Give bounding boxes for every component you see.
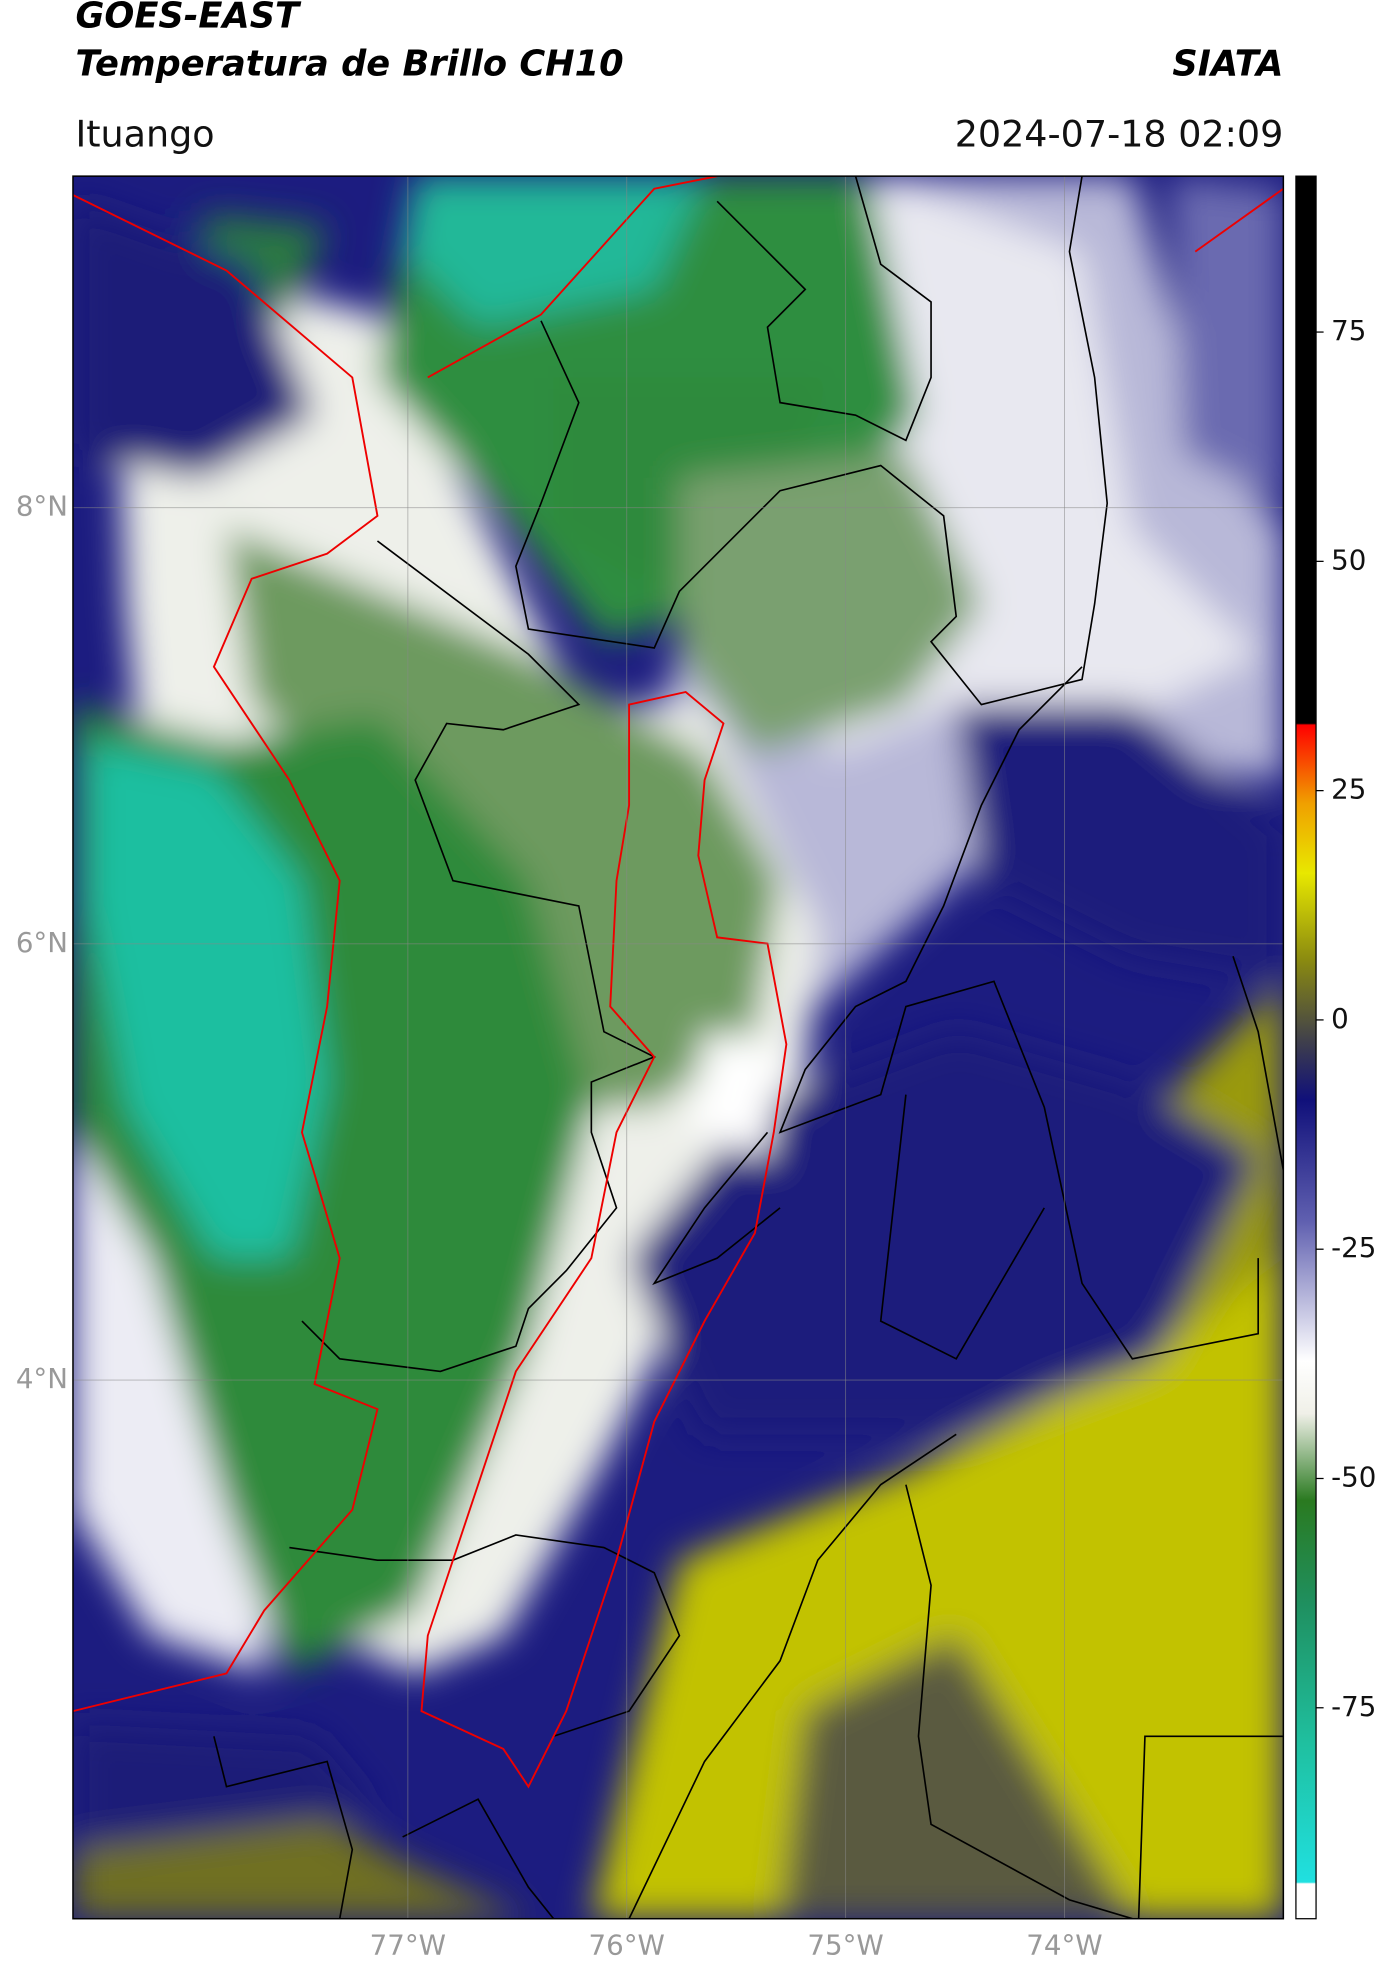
admin-borders bbox=[213, 176, 1284, 1919]
location: Ituango bbox=[75, 112, 214, 155]
datetime: 2024-07-18 02:09 bbox=[955, 112, 1284, 155]
lon-label: 75°W bbox=[807, 1928, 883, 1961]
colorbar-tick-label: 0 bbox=[1331, 1002, 1349, 1035]
lon-label: 77°W bbox=[370, 1928, 446, 1961]
colorbar-tick-label: -50 bbox=[1331, 1460, 1376, 1493]
lat-label: 6°N bbox=[16, 926, 68, 959]
colorbar bbox=[1295, 175, 1317, 1920]
graticule: 8°N 6°N 4°N 77°W 76°W 75°W 74°W bbox=[16, 176, 1284, 1961]
colorbar-tick-label: -75 bbox=[1331, 1690, 1376, 1723]
lat-label: 8°N bbox=[16, 490, 68, 523]
colorbar-ticks: 75 50 25 0 -25 -50 -75 bbox=[1316, 314, 1376, 1723]
satellite-image bbox=[72, 176, 1284, 1919]
colorbar-tick-label: 25 bbox=[1331, 773, 1366, 806]
colorbar-tick-label: 50 bbox=[1331, 543, 1366, 576]
lon-label: 74°W bbox=[1026, 1928, 1102, 1961]
map-frame bbox=[72, 175, 1285, 1920]
colorbar-tick-label: 75 bbox=[1331, 314, 1366, 347]
lat-label: 4°N bbox=[16, 1362, 68, 1395]
title: GOES-EAST bbox=[75, 0, 302, 37]
lon-label: 76°W bbox=[589, 1928, 665, 1961]
subtitle: Temperatura de Brillo CH10 bbox=[75, 43, 623, 84]
source: SIATA bbox=[1172, 43, 1283, 84]
colorbar-tick-label: -25 bbox=[1331, 1231, 1376, 1264]
